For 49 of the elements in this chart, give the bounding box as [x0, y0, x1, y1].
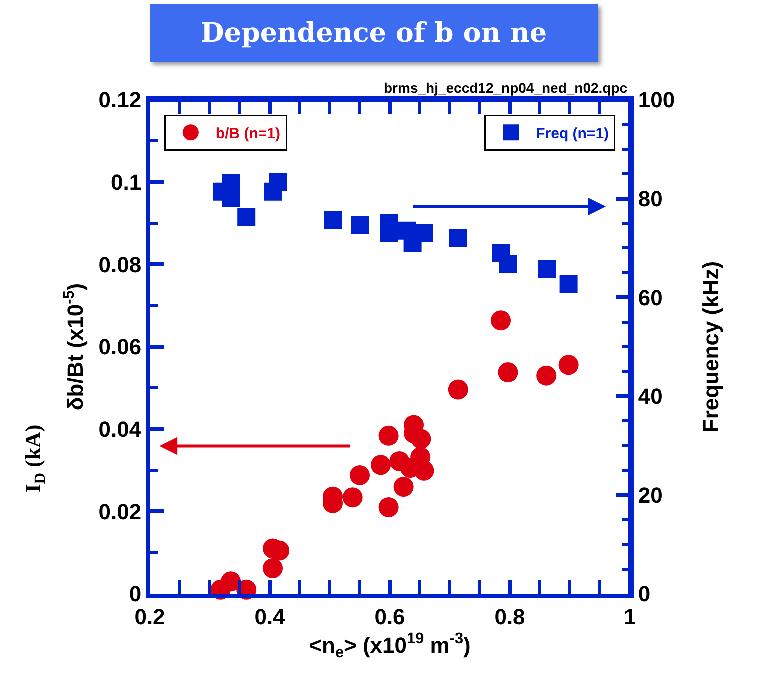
point	[448, 380, 468, 400]
x-tick-label: 0.6	[374, 604, 406, 630]
point	[380, 224, 398, 242]
y2-axis-title: Frequency (kHz)	[698, 261, 724, 433]
point	[415, 224, 434, 242]
point	[371, 455, 391, 476]
point	[342, 488, 363, 508]
point	[498, 362, 518, 383]
y-tick-label: 0.02	[98, 499, 142, 524]
y2-tick-label: 100	[638, 88, 676, 113]
y-tick-label: 0	[129, 582, 142, 607]
x-tick-label: 0.8	[494, 604, 526, 630]
y2-tick-label: 60	[638, 285, 663, 310]
y2-tick-label: 80	[638, 186, 663, 212]
point	[499, 255, 518, 274]
point	[558, 355, 579, 376]
x-tick-label: 0.2	[134, 604, 166, 630]
y-tick-label: 0.1	[111, 170, 142, 196]
point	[269, 174, 288, 192]
point	[449, 229, 468, 248]
point	[536, 366, 557, 386]
point	[263, 558, 283, 578]
point	[394, 476, 414, 497]
x-tick-label: 1	[624, 604, 636, 630]
y-tick-label: 0.04	[98, 417, 142, 442]
y2-tick-label: 40	[638, 384, 663, 410]
y2-tick-label: 20	[638, 482, 663, 508]
y-tick-label: 0.12	[98, 88, 142, 113]
point	[378, 498, 399, 518]
point	[351, 216, 369, 234]
text: brms_hj_eccd12_np04_ned_n02.qpc	[384, 80, 628, 96]
point	[378, 426, 399, 446]
y-tick-label: 0.08	[98, 252, 142, 278]
point	[491, 310, 511, 331]
legend-label: b/B (n=1)	[216, 125, 280, 142]
point	[324, 211, 342, 230]
legend-label: Freq (n=1)	[536, 125, 610, 142]
point	[538, 260, 556, 278]
point	[238, 208, 256, 226]
y-tick-label: 0.06	[98, 334, 142, 360]
x-tick-label: 0.4	[254, 604, 286, 630]
point	[221, 572, 241, 592]
point	[411, 429, 432, 450]
x-axis-title: <n$_{e}$> (x10$^{19}$ m$^{-3}$)	[309, 630, 471, 662]
point	[414, 460, 434, 481]
point	[350, 465, 370, 486]
chart-title: Dependence of b on ne	[150, 4, 598, 62]
point	[560, 275, 578, 294]
y2-tick-label: 0	[638, 582, 651, 607]
